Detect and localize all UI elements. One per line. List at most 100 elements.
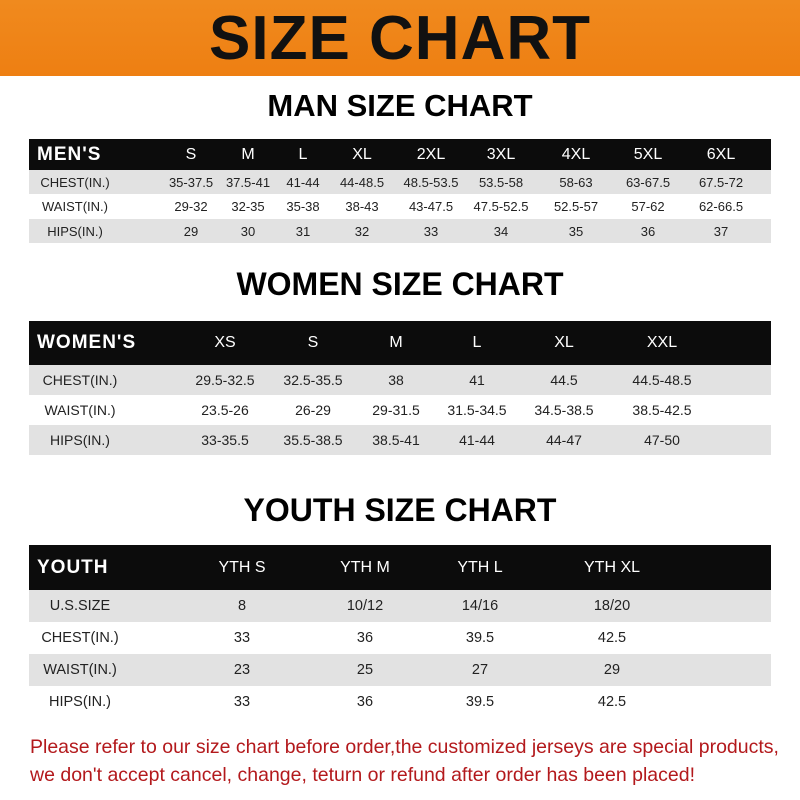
size-column-header: YTH S (218, 558, 266, 576)
measurement-value: 33 (423, 223, 439, 239)
table-row: WAIST(IN.) 23 25 27 29 (29, 654, 771, 686)
men-size-table: MEN'S S M L XL 2XL 3XL 4XL 5XL 6XL CHEST(IN.) 35-37… (29, 139, 771, 243)
measurement-value: 27 (471, 662, 489, 678)
youth-section-title: YOUTH SIZE CHART (243, 492, 557, 528)
measurement-value: 39.5 (465, 630, 495, 646)
measurement-value: 29.5-32.5 (195, 372, 255, 388)
measurement-value: 47-50 (644, 432, 680, 448)
table-row: HIPS(IN.) 33-35.5 35.5-38.5 38.5-41 41-44 44-… (29, 425, 771, 455)
table-row: CHEST(IN.) 29.5-32.5 32.5-35.5 38 41 44.5 44.5… (29, 365, 771, 395)
measurement-value: 29 (183, 223, 199, 239)
measurement-value: 47.5-52.5 (473, 199, 529, 214)
measurement-label: CHEST(IN.) (40, 174, 110, 190)
table-header-row: YOUTH YTH S YTH M YTH L YTH XL (29, 545, 771, 590)
measurement-value: 31 (295, 223, 311, 239)
measurement-value: 39.5 (465, 694, 495, 710)
measurement-value: 52.5-57 (553, 199, 599, 214)
size-column-header: 2XL (416, 145, 446, 163)
title-banner (0, 0, 800, 76)
table-row: CHEST(IN.) 33 36 39.5 42.5 (29, 622, 771, 654)
size-column-header: L (472, 334, 482, 351)
measurement-value: 53.5-58 (478, 174, 524, 190)
youth-size-table: YOUTH YTH S YTH M YTH L YTH XL U.S.SIZE 8 10/12… (29, 545, 771, 718)
table-row: HIPS(IN.) 33 36 39.5 42.5 (29, 686, 771, 718)
table-category-label: MEN'S (37, 143, 102, 165)
measurement-value: 29-32 (174, 199, 208, 214)
size-column-header: 5XL (633, 145, 663, 163)
measurement-value: 44-47 (546, 432, 582, 448)
measurement-label: CHEST(IN.) (41, 630, 119, 646)
size-column-header: M (389, 334, 403, 351)
measurement-value: 26-29 (295, 402, 331, 418)
measurement-value: 42.5 (597, 694, 627, 710)
table-row: WAIST(IN.) 23.5-26 26-29 29-31.5 31.5-34.5 34… (29, 395, 771, 425)
size-column-header: XS (214, 334, 236, 351)
measurement-value: 43-47.5 (408, 199, 454, 214)
measurement-label: U.S.SIZE (49, 598, 111, 614)
measurement-value: 44-48.5 (339, 174, 385, 190)
measurement-label: HIPS(IN.) (47, 223, 103, 239)
measurement-value: 67.5-72 (698, 174, 744, 190)
order-notice: Please refer to our size chart before or… (30, 736, 779, 786)
women-size-table: WOMEN'S XS S M L XL XXL CHEST(IN.) 29.5-32.5 32.5… (29, 321, 771, 455)
measurement-label: WAIST(IN.) (42, 199, 108, 214)
table-category-label: WOMEN'S (37, 332, 137, 353)
measurement-value: 23 (233, 662, 251, 678)
measurement-value: 35-38 (286, 199, 320, 214)
measurement-value: 36 (356, 694, 374, 710)
table-header-row: WOMEN'S XS S M L XL XXL (29, 321, 771, 365)
measurement-value: 32.5-35.5 (283, 372, 343, 388)
measurement-value: 34 (493, 223, 509, 239)
measurement-value: 42.5 (597, 630, 627, 646)
measurement-value: 18/20 (593, 598, 631, 614)
measurement-value: 14/16 (461, 598, 499, 614)
size-column-header: 6XL (706, 145, 736, 163)
measurement-value: 35-37.5 (168, 174, 214, 190)
size-column-header: L (298, 145, 308, 163)
measurement-value: 38-43 (345, 199, 379, 214)
measurement-label: WAIST(IN.) (43, 662, 117, 678)
table-row: U.S.SIZE 8 10/12 14/16 18/20 (29, 590, 771, 622)
measurement-value: 63-67.5 (625, 174, 671, 190)
measurement-value: 37 (713, 223, 729, 239)
women-section-title: WOMEN SIZE CHART (236, 266, 564, 302)
measurement-value: 8 (237, 598, 247, 614)
measurement-value: 38.5-41 (372, 432, 420, 448)
measurement-value: 41-44 (459, 432, 495, 448)
measurement-value: 38.5-42.5 (632, 402, 692, 418)
size-column-header: S (185, 145, 197, 163)
measurement-value: 33-35.5 (201, 432, 249, 448)
measurement-value: 44.5-48.5 (632, 372, 692, 388)
measurement-value: 33 (233, 630, 251, 646)
measurement-value: 34.5-38.5 (534, 402, 594, 418)
table-header-row: MEN'S S M L XL 2XL 3XL 4XL 5XL 6XL (29, 139, 771, 170)
measurement-value: 32 (354, 223, 370, 239)
measurement-value: 35 (568, 223, 584, 239)
measurement-value: 44.5 (550, 372, 578, 388)
table-row: HIPS(IN.) 29 30 31 32 33 34 35 36 37 (29, 219, 771, 243)
measurement-value: 32-35 (231, 199, 265, 214)
measurement-value: 37.5-41 (225, 174, 271, 190)
measurement-value: 36 (356, 630, 374, 646)
measurement-label: HIPS(IN.) (48, 694, 112, 710)
size-column-header: XXL (646, 334, 678, 351)
measurement-value: 29-31.5 (372, 402, 420, 418)
measurement-value: 35.5-38.5 (283, 432, 343, 448)
size-column-header: YTH XL (583, 558, 641, 576)
banner-title: SIZE CHART (209, 4, 591, 73)
measurement-value: 58-63 (559, 174, 593, 190)
size-column-header: 3XL (486, 145, 516, 163)
measurement-value: 57-62 (631, 199, 665, 214)
size-column-header: M (241, 145, 255, 163)
measurement-value: 41-44 (286, 174, 320, 190)
table-row: CHEST(IN.) 35-37.5 37.5-41 41-44 44-48.5 48.5… (29, 170, 771, 194)
measurement-value: 36 (640, 223, 656, 239)
men-section-title: MAN SIZE CHART (267, 88, 533, 123)
measurement-value: 48.5-53.5 (403, 174, 459, 190)
measurement-value: 33 (233, 694, 251, 710)
size-column-header: YTH M (340, 558, 390, 576)
measurement-value: 30 (240, 223, 256, 239)
measurement-label: WAIST(IN.) (44, 402, 116, 418)
measurement-label: CHEST(IN.) (42, 372, 118, 388)
